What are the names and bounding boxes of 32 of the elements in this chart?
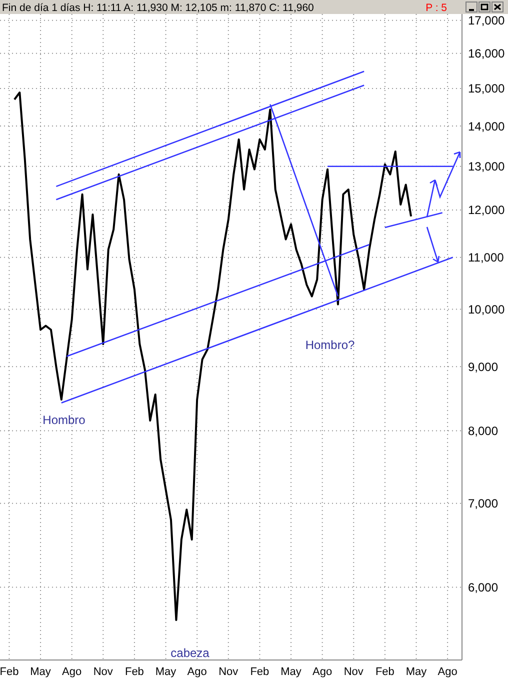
x-tick-label: May: [406, 666, 428, 678]
x-tick-label: Ago: [438, 666, 458, 678]
y-tick-label: 15,000: [468, 82, 506, 96]
x-tick-label: Nov: [218, 666, 239, 678]
annotation: cabeza: [170, 646, 210, 660]
annotation: Hombro: [42, 413, 86, 427]
x-tick-label: May: [280, 666, 302, 678]
x-tick-label: May: [30, 666, 52, 678]
x-tick-label: Ago: [187, 666, 207, 678]
y-tick-label: 12,000: [468, 203, 506, 218]
x-tick-label: Feb: [0, 666, 19, 678]
y-tick-label: 7,000: [468, 496, 498, 511]
x-tick-label: Feb: [124, 666, 144, 678]
x-tick-label: Feb: [250, 666, 270, 678]
y-tick-label: 17,000: [468, 14, 506, 28]
y-tick-label: 11,000: [468, 250, 504, 265]
y-tick-label: 16,000: [468, 46, 506, 61]
x-tick-label: Ago: [312, 666, 332, 678]
x-tick-label: Nov: [93, 666, 114, 678]
chart-title: Fin de día 1 días H: 11:11 A: 11,930 M: 12,105 m: 11,870 C: 11,960: [2, 2, 314, 14]
y-tick-label: 8,000: [468, 424, 498, 438]
annotation: Hombro?: [305, 338, 355, 352]
x-tick-label: Ago: [62, 666, 82, 678]
y-tick-label: 6,000: [468, 580, 498, 595]
y-tick-label: 10,000: [468, 302, 506, 316]
y-tick-label: 13,000: [468, 160, 506, 174]
x-tick-label: May: [155, 666, 177, 678]
x-tick-label: Nov: [344, 666, 364, 678]
y-tick-label: 9,000: [468, 360, 498, 374]
annotation: P : 5: [426, 2, 448, 14]
y-tick-label: 14,000: [468, 119, 506, 134]
x-tick-label: Feb: [375, 666, 394, 678]
